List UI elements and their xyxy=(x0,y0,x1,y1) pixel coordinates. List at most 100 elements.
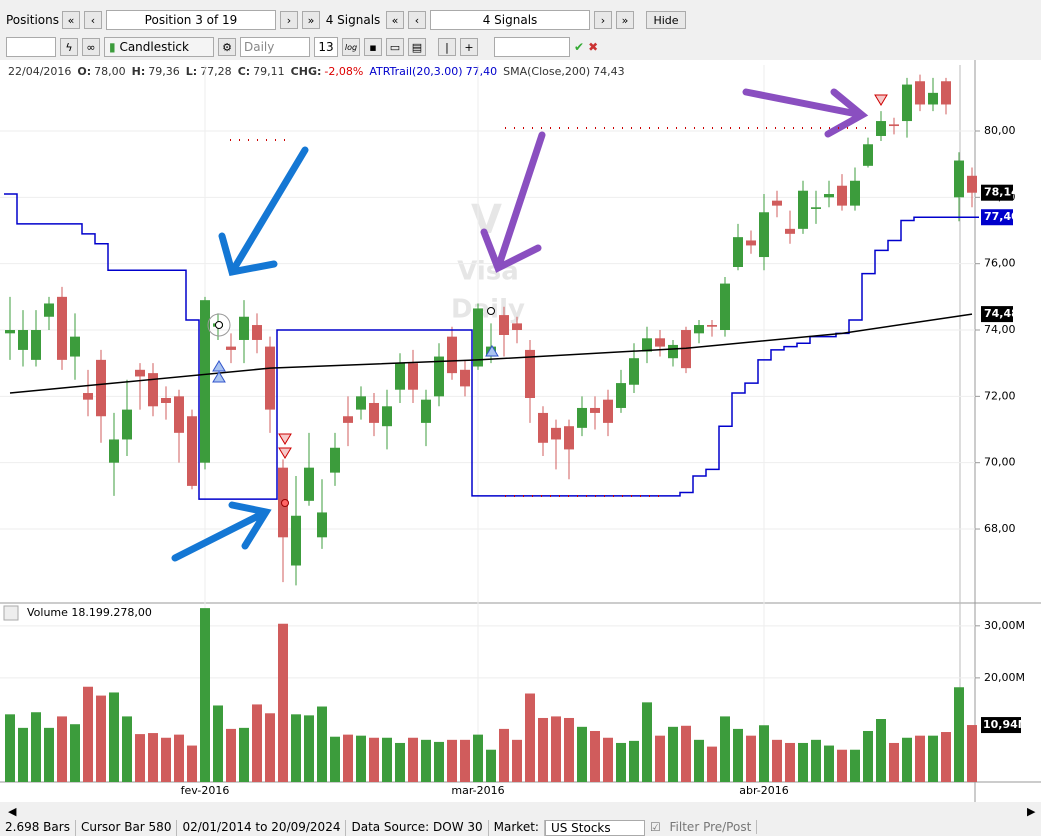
volume-bar xyxy=(317,706,327,782)
symbol-box[interactable] xyxy=(6,37,56,57)
volume-bar xyxy=(798,742,808,782)
candle-body xyxy=(746,240,756,246)
volume-bar xyxy=(629,740,639,782)
volume-bar xyxy=(291,714,301,782)
candle-body xyxy=(265,346,275,410)
period-box[interactable]: Daily xyxy=(240,37,310,57)
filter[interactable]: ☑ Filter Pre/Post xyxy=(645,820,762,836)
candle-body xyxy=(109,439,119,463)
volume-bar xyxy=(876,719,886,782)
count-box[interactable]: 13 xyxy=(314,37,338,57)
market[interactable]: US Stocks xyxy=(544,820,645,836)
volume-bar xyxy=(603,737,613,782)
ok[interactable]: ✔ xyxy=(574,40,585,54)
candle-body xyxy=(733,237,743,267)
info-text: H: xyxy=(132,65,146,78)
candle-body xyxy=(655,338,665,347)
volume-bar xyxy=(408,737,418,782)
bolt-button[interactable]: ϟ xyxy=(60,38,78,56)
prev-signal[interactable]: ‹ xyxy=(408,11,426,29)
next-button[interactable]: › xyxy=(280,11,298,29)
cursor-bar: Cursor Bar 580 xyxy=(76,820,178,836)
candle-body xyxy=(330,447,340,473)
candle-body xyxy=(941,81,951,105)
candle-body xyxy=(512,323,522,331)
volume-bar xyxy=(486,749,496,782)
candle-body xyxy=(616,383,626,408)
volume-bar xyxy=(681,725,691,782)
volume-bar xyxy=(330,736,340,782)
volume-bar xyxy=(304,715,314,782)
collapse-button[interactable] xyxy=(3,605,19,621)
volume-bar xyxy=(837,749,847,782)
cursor-button[interactable]: | xyxy=(438,38,456,56)
volume-bar xyxy=(447,739,457,782)
candle-body xyxy=(382,406,392,427)
range: 02/01/2014 to 20/09/2024 xyxy=(177,820,347,836)
source: Data Source: DOW 30 xyxy=(346,820,489,836)
scroll-right[interactable]: ▶ xyxy=(1027,805,1036,818)
market-label: Market: xyxy=(489,820,545,836)
cancel[interactable]: ✖ xyxy=(588,40,599,54)
volume-bar xyxy=(928,735,938,782)
combo-box[interactable] xyxy=(494,37,570,57)
volume-bar xyxy=(278,623,288,782)
y-tick-label: 76,00 xyxy=(984,257,1016,270)
last-button[interactable]: » xyxy=(302,11,320,29)
volume-bar xyxy=(720,716,730,782)
style-box[interactable]: ▮ Candlestick xyxy=(104,37,214,57)
candle-body xyxy=(590,407,600,413)
candle-body xyxy=(434,356,444,397)
volume-bar xyxy=(18,727,28,782)
toolbar-2: ϟ ∞ ▮ Candlestick ⚙ Daily 13 log ▪ ▭ ▤ | + ✔… xyxy=(6,37,598,57)
candle-body xyxy=(577,407,587,428)
candle-body xyxy=(460,369,470,387)
volume-bar xyxy=(174,734,184,782)
settings-button[interactable]: ⚙ xyxy=(218,38,236,56)
volume-bar xyxy=(564,717,574,782)
candle-body xyxy=(759,212,769,258)
scrollbar[interactable] xyxy=(0,804,1041,820)
volume-bar xyxy=(57,716,67,782)
volume-bar xyxy=(759,725,769,782)
cross-button[interactable]: + xyxy=(460,38,478,56)
candle-body xyxy=(239,316,249,340)
tool-b[interactable]: ▭ xyxy=(386,38,404,56)
positions-label: Positions xyxy=(6,13,59,27)
x-tick-label: fev-2016 xyxy=(181,784,230,797)
next-signal[interactable]: › xyxy=(594,11,612,29)
volume-bar xyxy=(434,741,444,782)
last-signal[interactable]: » xyxy=(616,11,634,29)
tool-c[interactable]: ▤ xyxy=(408,38,426,56)
candle-body xyxy=(538,412,548,443)
y-tick-label: 72,00 xyxy=(984,389,1016,402)
hide-button[interactable]: Hide xyxy=(646,11,686,29)
info-text: 78,00 xyxy=(94,65,126,78)
candle-body xyxy=(200,300,210,463)
volume-bar xyxy=(239,727,249,782)
volume-bar xyxy=(109,692,119,782)
first-button[interactable]: « xyxy=(62,11,80,29)
volume-bar xyxy=(83,686,93,782)
tool-a[interactable]: ▪ xyxy=(364,38,382,56)
volume-bar xyxy=(967,725,977,782)
candle-body xyxy=(122,409,132,440)
candle-body xyxy=(772,200,782,206)
first-signal[interactable]: « xyxy=(386,11,404,29)
volume-bar xyxy=(655,735,665,782)
prev-button[interactable]: ‹ xyxy=(84,11,102,29)
volume-bar xyxy=(941,732,951,782)
volume-bar xyxy=(772,739,782,782)
volume-bar xyxy=(811,739,821,782)
scroll-left[interactable]: ◀ xyxy=(8,805,17,818)
volume-bar xyxy=(44,727,54,782)
candle-body xyxy=(642,338,652,352)
log-button[interactable]: log xyxy=(342,38,360,56)
candle-body xyxy=(668,344,678,359)
volume-bar xyxy=(694,739,704,782)
volume-bar xyxy=(889,742,899,782)
link-button[interactable]: ∞ xyxy=(82,38,100,56)
volume-bar xyxy=(343,734,353,782)
candle-body xyxy=(967,175,977,193)
